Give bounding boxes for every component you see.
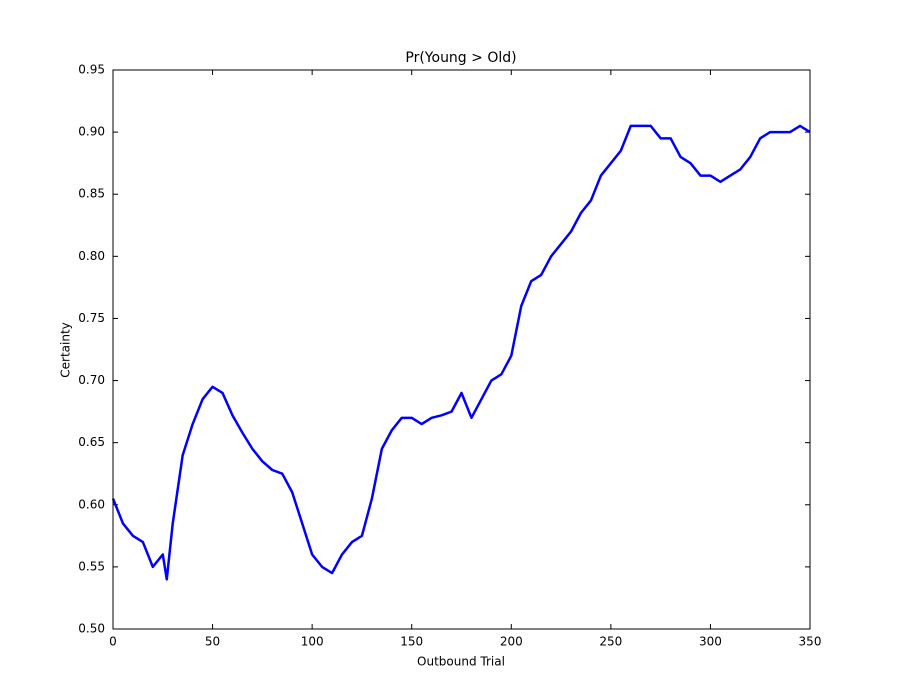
y-tick-label: 0.85 [78,187,105,201]
y-tick-label: 0.60 [78,497,105,511]
data-line [111,124,811,581]
x-tick-label: 50 [205,635,220,649]
x-tick-label: 250 [599,635,622,649]
x-tick-label: 300 [699,635,722,649]
y-tick-label: 0.65 [78,435,105,449]
y-tick-label: 0.70 [78,373,105,387]
x-axis-label: Outbound Trial [417,655,505,669]
y-tick-label: 0.90 [78,125,105,139]
y-tick-label: 0.80 [78,249,105,263]
y-tick-label: 0.50 [78,622,105,636]
x-tick-label: 350 [799,635,822,649]
x-tick-label: 100 [301,635,324,649]
x-tick-label: 200 [500,635,523,649]
y-tick-label: 0.55 [78,559,105,573]
y-axis-label: Certainty [59,322,73,378]
plot-area [113,70,810,629]
y-tick-label: 0.75 [78,311,105,325]
x-tick-label: 150 [400,635,423,649]
x-tick-label: 0 [109,635,117,649]
axes-frame [112,69,811,630]
y-tick-label: 0.95 [78,63,105,77]
chart-title: Pr(Young > Old) [405,50,516,66]
